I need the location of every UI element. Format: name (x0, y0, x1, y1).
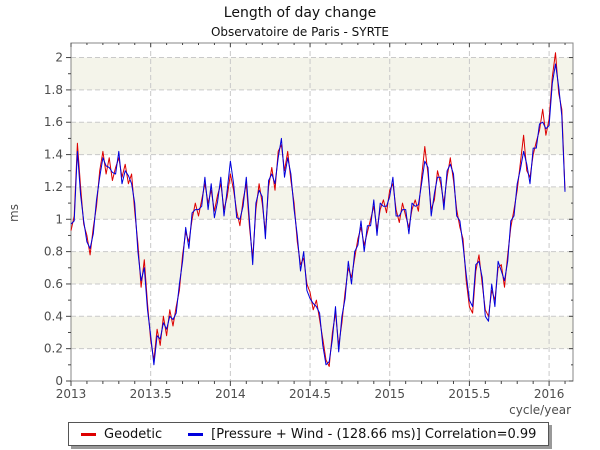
x-tick-label: 2016 (534, 387, 565, 401)
y-tick-label: 0.2 (44, 342, 63, 356)
y-tick-label: 1.6 (44, 115, 63, 129)
x-tick-label: 2014 (215, 387, 246, 401)
legend-label-geodetic: Geodetic (104, 426, 163, 442)
y-tick-label: 1.8 (44, 83, 63, 97)
y-tick-label: 1.4 (44, 148, 63, 162)
band-stripe (71, 122, 573, 155)
y-tick-label: 2 (55, 51, 63, 65)
chart-title: Length of day change (223, 5, 377, 21)
x-tick-label: 2015 (374, 387, 405, 401)
x-tick-label: 2015.5 (448, 387, 490, 401)
geodetic-line-swatch (81, 432, 96, 436)
x-axis-label: cycle/year (509, 403, 571, 417)
band-stripe (71, 186, 573, 220)
y-tick-label: 0.8 (44, 245, 63, 259)
legend-label-pressure-wind: [Pressure + Wind - (128.66 ms)] Correlat… (211, 426, 537, 442)
y-axis-label: ms (7, 204, 21, 222)
band-stripe (71, 251, 573, 284)
y-tick-label: 1.2 (44, 180, 63, 194)
legend-item-pressure-wind: [Pressure + Wind - (128.66 ms)] Correlat… (188, 427, 536, 442)
legend-item-geodetic: Geodetic (81, 427, 162, 442)
y-tick-label: 0.4 (44, 309, 63, 323)
pressure-wind-line-swatch (188, 432, 204, 436)
series-pressure-wind (70, 63, 566, 366)
x-tick-label: 2013.5 (130, 387, 172, 401)
x-tick-label: 2014.5 (289, 387, 331, 401)
y-tick-label: 0 (55, 374, 63, 388)
band-stripe (71, 57, 573, 90)
plot-area: 2013 2013.5 2014 2014.5 2015 2015.5 2016 0 0.2 0.… (44, 42, 574, 401)
y-tick-label: 0.6 (44, 277, 63, 291)
plot-frame (70, 42, 574, 382)
x-tick-label: 2013 (56, 387, 87, 401)
legend: Geodetic [Pressure + Wind - (128.66 ms)]… (68, 422, 550, 446)
y-tick-label: 1 (55, 212, 63, 226)
chart-subtitle: Observatoire de Paris - SYRTE (210, 25, 389, 39)
